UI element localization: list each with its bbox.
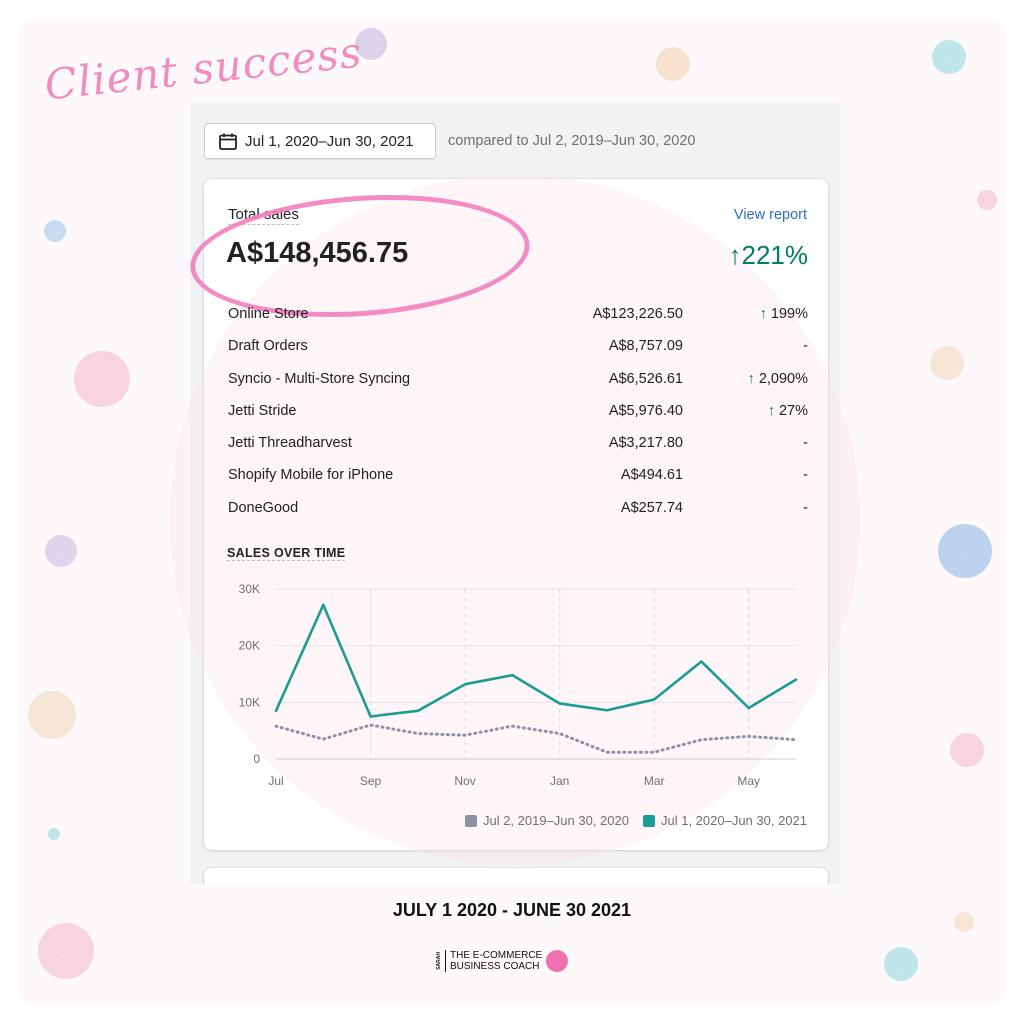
x-tick-label: May	[737, 774, 760, 788]
sales-over-time-chart: 0 10K 20K 30K Jul Sep Nov Jan Mar May	[239, 582, 798, 788]
arrow-up-icon: ↑	[747, 370, 759, 387]
channel-name: Jetti Threadharvest	[228, 435, 352, 452]
table-row: Syncio - Multi-Store Syncing A$6,526.61 …	[228, 365, 808, 397]
y-tick-label: 30K	[239, 582, 260, 596]
table-row: Jetti Threadharvest A$3,217.80 -	[228, 429, 808, 461]
channel-name: Syncio - Multi-Store Syncing	[228, 370, 411, 387]
total-sales-change: ↑221%	[728, 240, 809, 270]
channel-change: ↑ 2,090%	[747, 370, 808, 387]
brand-logo: SARAH THE E-COMMERCE BUSINESS COACH	[436, 950, 569, 972]
legend-label: Jul 2, 2019–Jun 30, 2020	[482, 813, 629, 828]
channel-change: -	[803, 435, 808, 452]
channel-amount: A$6,526.61	[608, 370, 683, 387]
date-range-label: Jul 1, 2020–Jun 30, 2021	[245, 132, 414, 150]
total-sales-card	[204, 179, 828, 850]
table-row: DoneGood A$257.74 -	[228, 494, 808, 526]
decor-dot: ..	[950, 733, 984, 767]
decor-dot	[954, 912, 974, 932]
decor-dot: ..	[74, 351, 130, 407]
decor-dot: ..	[930, 346, 964, 380]
channel-name: Shopify Mobile for iPhone	[228, 467, 394, 484]
next-card	[204, 868, 828, 888]
table-row: Jetti Stride A$5,976.40 ↑ 27%	[228, 397, 808, 429]
y-tick-label: 20K	[239, 639, 260, 653]
channel-name: Draft Orders	[228, 338, 308, 355]
decor-dot: ..	[45, 535, 77, 567]
channel-amount: A$8,757.09	[608, 338, 683, 355]
x-tick-label: Jan	[550, 774, 569, 788]
legend-swatch	[642, 814, 655, 827]
chart-legend: Jul 2, 2019–Jun 30, 2020 Jul 1, 2020–Jun…	[457, 813, 807, 828]
channel-change: ↑ 27%	[767, 402, 808, 419]
decor-dot: ..	[28, 691, 76, 739]
total-sales-value: A$148,456.75	[226, 237, 409, 269]
decor-dot: ..	[884, 947, 918, 981]
channel-amount: A$123,226.50	[592, 306, 683, 322]
brand-sarah: SARAH	[436, 952, 442, 970]
series-line-current	[274, 603, 798, 718]
table-row: Draft Orders A$8,757.09 -	[228, 332, 808, 364]
sales-channel-list: Online Store A$123,226.50 ↑ 199% Draft O…	[228, 300, 808, 526]
calendar-icon	[219, 133, 237, 150]
series-line-previous	[274, 723, 798, 754]
channel-change: -	[803, 338, 808, 355]
total-sales-label[interactable]: Total sales	[228, 206, 299, 225]
channel-name: Online Store	[228, 306, 309, 322]
x-tick-label: Jul	[268, 774, 283, 788]
decor-dot	[48, 828, 60, 840]
legend-swatch	[464, 814, 477, 827]
y-tick-label: 10K	[239, 695, 260, 709]
x-tick-label: Mar	[644, 774, 665, 788]
channel-amount: A$494.61	[620, 467, 683, 484]
channel-change: -	[803, 499, 808, 516]
channel-amount: A$3,217.80	[608, 435, 683, 452]
sales-over-time-heading[interactable]: SALES OVER TIME	[227, 546, 346, 561]
channel-name: Jetti Stride	[228, 402, 297, 419]
decor-dot: ..	[355, 28, 387, 60]
legend-item-current[interactable]: Jul 1, 2020–Jun 30, 2021	[642, 813, 807, 828]
channel-change: ↑ 199%	[759, 306, 808, 322]
decor-dot: ..	[44, 220, 66, 242]
channel-amount: A$5,976.40	[608, 402, 683, 419]
legend-item-previous[interactable]: Jul 2, 2019–Jun 30, 2020	[464, 813, 629, 828]
compare-text: compared to Jul 2, 2019–Jun 30, 2020	[448, 133, 696, 149]
legend-label: Jul 1, 2020–Jun 30, 2021	[660, 813, 807, 828]
footer-date-range: JULY 1 2020 - JUNE 30 2021	[392, 900, 632, 920]
brand-line-2: BUSINESS COACH	[450, 961, 540, 972]
table-row: Shopify Mobile for iPhone A$494.61 -	[228, 461, 808, 493]
channel-name: DoneGood	[228, 499, 299, 516]
view-report-link[interactable]: View report	[733, 207, 807, 223]
arrow-up-icon: ↑	[767, 402, 779, 419]
channel-change: -	[803, 467, 808, 484]
date-range-button[interactable]: Jul 1, 2020–Jun 30, 2021	[204, 123, 436, 159]
decor-dot: ..	[938, 524, 992, 578]
brand-line-1: THE E-COMMERCE	[450, 950, 543, 961]
channel-amount: A$257.74	[620, 499, 683, 516]
y-tick-label: 0	[253, 752, 260, 766]
decor-dot: ..	[38, 923, 94, 979]
decor-dot: ..	[932, 40, 966, 74]
x-tick-label: Nov	[454, 774, 475, 788]
table-row: Online Store A$123,226.50 ↑ 199%	[228, 300, 808, 332]
decor-dot	[977, 190, 997, 210]
brand-blob-icon	[546, 950, 569, 972]
x-tick-label: Sep	[360, 774, 382, 788]
arrow-up-icon: ↑	[759, 306, 771, 322]
decor-circle	[170, 175, 860, 865]
decor-dot: ..	[656, 47, 690, 81]
